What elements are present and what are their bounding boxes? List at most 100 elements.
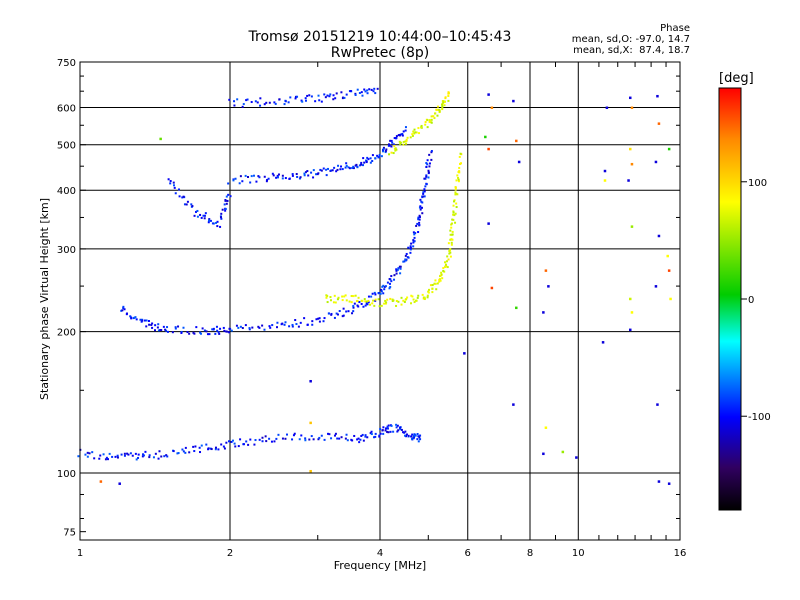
scatter-point [630, 106, 634, 110]
trace-point-O [418, 221, 421, 224]
trace-point-X [452, 211, 455, 214]
trace-point-O [354, 92, 357, 95]
trace-point-X [350, 301, 353, 304]
trace-point-O [227, 182, 230, 185]
trace-point-O [265, 440, 268, 443]
trace-point-O [209, 219, 212, 222]
trace-point-O [248, 328, 251, 331]
trace-point-O [294, 319, 297, 322]
trace-point-O [421, 196, 424, 199]
scatter-point [667, 147, 671, 151]
trace-point-O [222, 445, 225, 448]
trace-point-X [428, 120, 431, 123]
trace-point-O [419, 208, 422, 211]
trace-point-O [425, 162, 428, 165]
trace-point-O [230, 440, 233, 443]
trace-point-X [446, 266, 449, 269]
scatter-point [627, 179, 630, 182]
x-tick-label: 1 [77, 548, 83, 559]
trace-point-X [431, 284, 434, 287]
trace-point-O [413, 240, 416, 243]
trace-point-X [412, 130, 415, 133]
trace-point-O [369, 157, 372, 160]
trace-point-O [214, 446, 217, 449]
trace-point-O [264, 435, 267, 438]
trace-point-O [328, 95, 331, 98]
trace-point-O [301, 100, 304, 103]
trace-point-O [409, 245, 412, 248]
trace-point-X [441, 105, 444, 108]
trace-point-O [358, 164, 361, 167]
scatter-point [542, 452, 545, 456]
trace-point-O [428, 153, 431, 156]
trace-point-O [362, 164, 365, 167]
trace-point-X [452, 200, 455, 203]
trace-point-O [273, 101, 276, 104]
trace-point-O [148, 456, 151, 459]
trace-point-X [433, 117, 436, 120]
trace-point-O [369, 432, 372, 435]
trace-point-O [300, 99, 303, 102]
trace-point-O [386, 425, 389, 428]
trace-point-O [88, 452, 91, 455]
trace-point-O [237, 445, 240, 448]
trace-point-O [354, 94, 357, 97]
trace-point-O [281, 177, 284, 180]
trace-point-O [422, 192, 425, 195]
trace-point-O [275, 176, 278, 179]
phase-stats-x: mean, sd,X: 87.4, 18.7 [573, 45, 690, 56]
trace-point-O [317, 438, 320, 441]
trace-point-O [345, 164, 348, 167]
trace-point-O [291, 323, 294, 326]
trace-point-O [226, 199, 229, 202]
trace-point-O [148, 454, 151, 457]
trace-point-X [453, 214, 456, 217]
trace-point-O [296, 175, 299, 178]
trace-point-O [317, 94, 320, 97]
trace-point-X [333, 294, 336, 297]
trace-point-O [215, 325, 218, 328]
trace-point-O [412, 241, 415, 244]
trace-point-O [341, 315, 344, 318]
trace-point-O [367, 295, 370, 298]
trace-point-X [398, 140, 401, 143]
trace-point-X [402, 299, 405, 302]
trace-point-X [405, 298, 408, 301]
y-tick-label: 400 [57, 186, 76, 197]
trace-point-O [157, 329, 160, 332]
trace-point-O [417, 216, 420, 219]
trace-point-X [402, 140, 405, 143]
trace-point-O [426, 163, 429, 166]
trace-point-O [121, 309, 124, 312]
trace-point-O [370, 88, 373, 91]
trace-point-O [241, 105, 244, 108]
trace-point-O [409, 246, 412, 249]
trace-point-O [91, 451, 94, 454]
trace-point-X [413, 132, 416, 135]
trace-point-O [325, 174, 328, 177]
trace-point-X [443, 104, 446, 107]
trace-point-O [386, 281, 389, 284]
trace-point-O [370, 430, 373, 433]
trace-point-X [458, 166, 461, 169]
scatter-point [629, 147, 632, 151]
trace-point-O [184, 446, 187, 449]
trace-point-O [425, 175, 428, 178]
trace-point-O [366, 303, 369, 306]
trace-point-O [366, 436, 369, 439]
trace-point-O [364, 435, 367, 438]
trace-point-X [337, 296, 340, 299]
trace-point-X [447, 91, 450, 94]
trace-point-X [367, 299, 370, 302]
trace-point-O [300, 434, 303, 437]
trace-point-O [376, 87, 379, 90]
scatter-point [512, 99, 515, 103]
trace-point-O [352, 306, 355, 309]
trace-point-O [335, 170, 338, 173]
trace-point-X [441, 277, 444, 280]
trace-point-O [426, 159, 429, 162]
trace-point-O [220, 212, 223, 215]
trace-point-O [312, 169, 315, 172]
x-axis-label: Frequency [MHz] [333, 559, 427, 572]
trace-point-O [86, 451, 89, 454]
